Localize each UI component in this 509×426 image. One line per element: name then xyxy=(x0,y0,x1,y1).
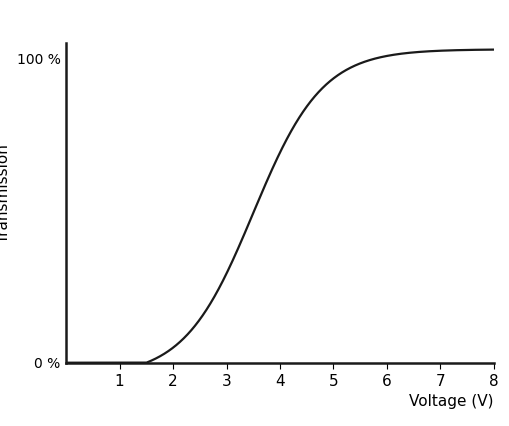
X-axis label: Voltage (V): Voltage (V) xyxy=(409,394,494,409)
Y-axis label: Transmission: Transmission xyxy=(0,144,11,243)
